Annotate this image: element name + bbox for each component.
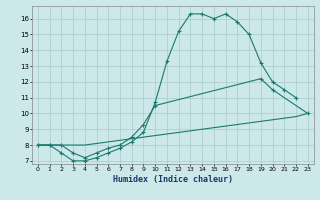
- X-axis label: Humidex (Indice chaleur): Humidex (Indice chaleur): [113, 175, 233, 184]
